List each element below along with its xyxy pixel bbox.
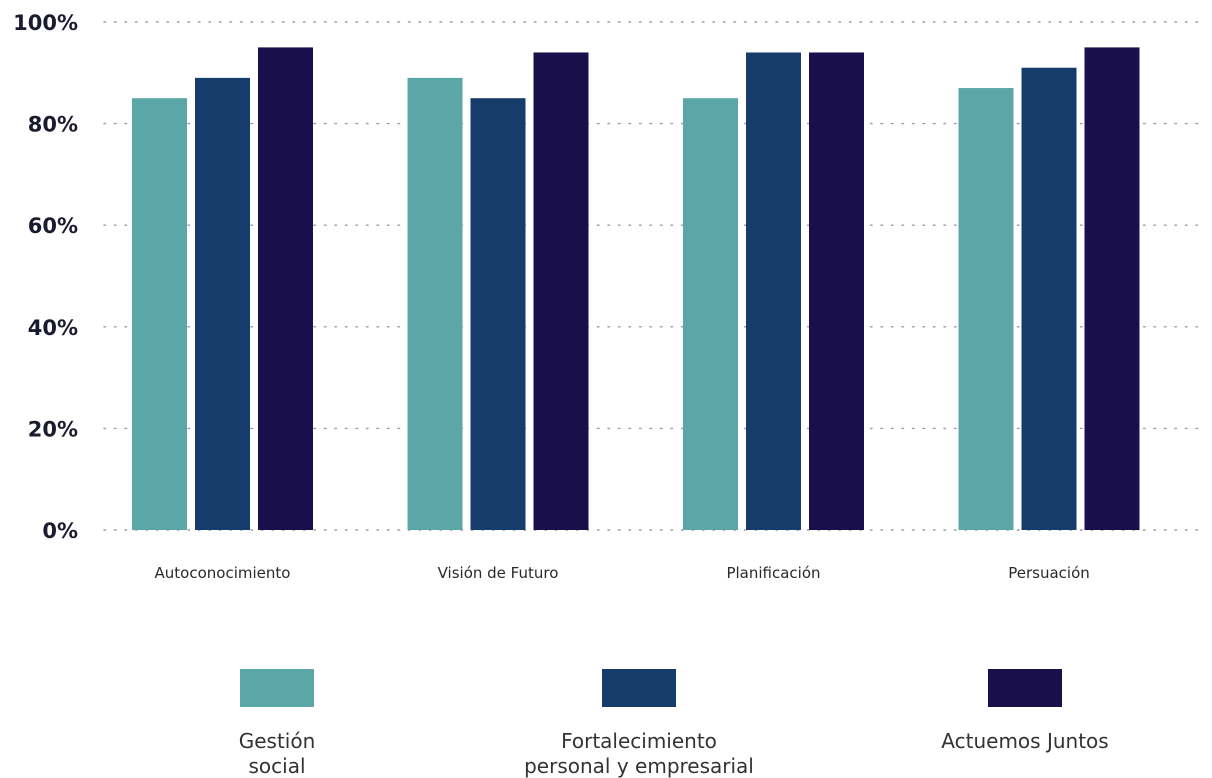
legend-label: social [248,754,305,778]
legend-label: personal y empresarial [524,754,754,778]
bar [407,77,463,530]
y-tick-label: 20% [28,417,78,441]
y-tick-label: 100% [13,11,78,35]
x-tick-label: Visión de Futuro [438,564,559,582]
legend-swatch [240,669,314,707]
bar [1021,67,1077,530]
x-tick-label: Autoconocimiento [155,564,291,582]
bar [1084,47,1140,531]
bar [258,47,313,531]
x-axis-ticks: Autoconocimiento Visión de Futuro Planific… [155,564,1090,582]
bar [132,98,187,530]
y-tick-label: 80% [28,113,78,137]
x-tick-label: Persuación [1008,564,1090,582]
legend-label: Gestión [239,729,316,753]
legend-label: Fortalecimiento [561,729,717,753]
bar [470,98,526,530]
bar [683,98,738,530]
y-tick-label: 60% [28,214,78,238]
x-tick-label: Planificación [726,564,820,582]
bar [195,77,250,530]
legend-swatch [602,669,676,707]
y-tick-label: 40% [28,316,78,340]
y-tick-label: 0% [42,519,78,543]
legend-label: Actuemos Juntos [941,729,1108,753]
legend-swatch [988,669,1062,707]
bars [132,47,1140,531]
bar [809,52,864,530]
bar [746,52,801,530]
bar [533,52,589,530]
bar [958,88,1014,530]
y-axis-ticks: 0% 20% 40% 60% 80% 100% [13,11,78,543]
